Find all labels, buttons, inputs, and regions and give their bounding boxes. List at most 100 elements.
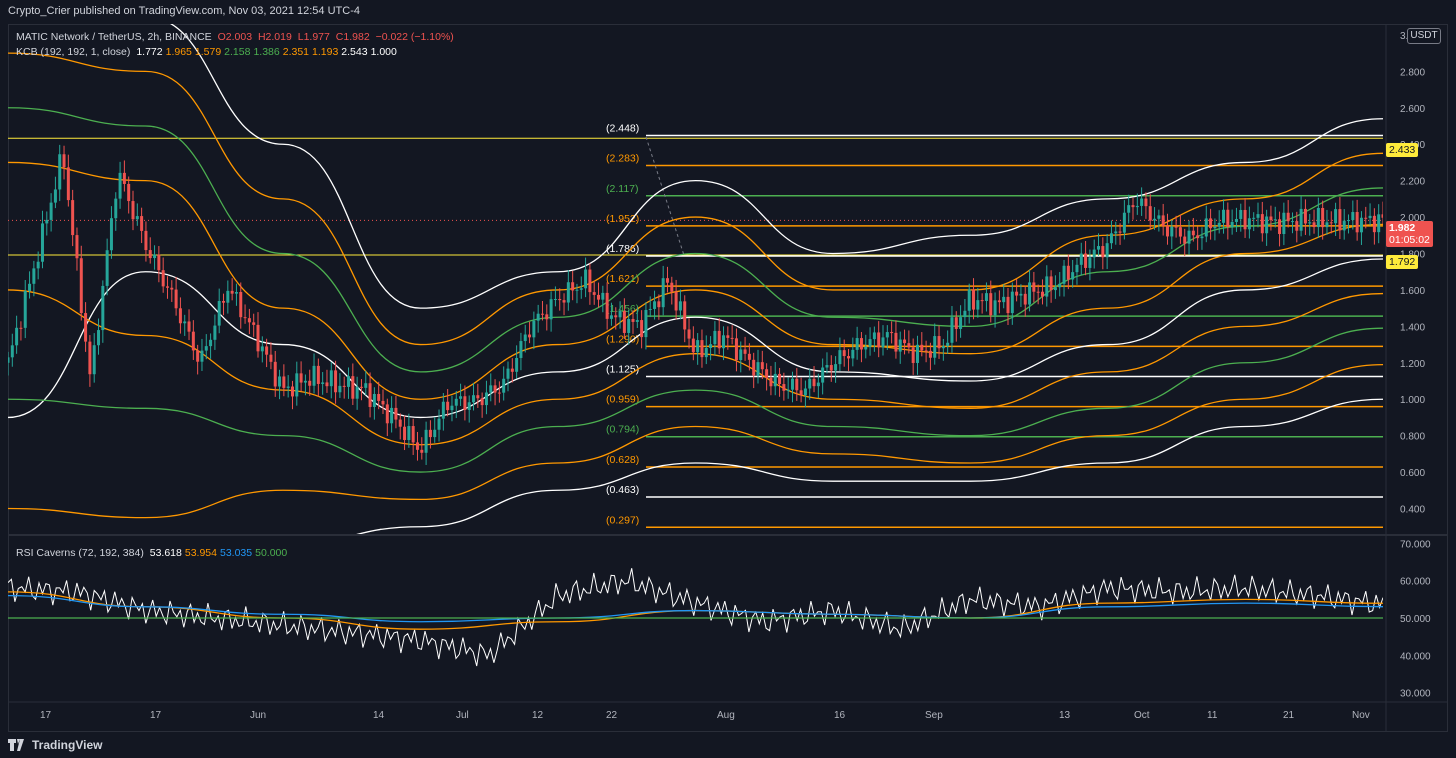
candle-body	[286, 386, 290, 388]
rsi-tick-label: 30.000	[1400, 689, 1431, 700]
candle-body	[273, 361, 277, 387]
candle-body	[933, 336, 937, 358]
rsi-value-1: 53.954	[184, 547, 217, 559]
candle-body	[532, 320, 536, 338]
candle-body	[959, 317, 963, 329]
candle-body	[230, 290, 234, 294]
candle-body	[519, 341, 523, 358]
candle-body	[58, 154, 62, 190]
candles-group	[8, 144, 1383, 465]
candle-body	[1109, 233, 1113, 244]
candle-body	[1196, 235, 1200, 239]
candle-body	[1170, 226, 1174, 237]
kcb-band	[8, 107, 1383, 373]
candle-body	[769, 377, 773, 387]
candle-body	[101, 285, 105, 331]
kcb-value-5: 2.351	[282, 46, 310, 58]
candle-body	[1002, 296, 1006, 303]
candle-body	[174, 289, 178, 309]
candle-body	[209, 339, 213, 347]
candle-body	[1308, 222, 1312, 224]
fib-level-label: (1.786)	[606, 243, 639, 255]
candle-body	[924, 350, 928, 352]
price-tick-label: 0.400	[1400, 505, 1425, 516]
candle-body	[648, 308, 652, 310]
candle-body	[1157, 215, 1161, 219]
candle-body	[760, 362, 764, 370]
candle-body	[1299, 208, 1303, 231]
candle-body	[997, 300, 1001, 303]
candle-body	[1023, 293, 1027, 305]
candle-body	[454, 398, 458, 406]
kcb-value-1: 1.965	[165, 46, 192, 58]
candle-body	[592, 292, 596, 295]
candle-body	[545, 314, 549, 320]
candle-body	[1217, 222, 1221, 227]
candle-body	[338, 385, 342, 393]
candle-body	[726, 335, 730, 338]
candle-body	[239, 292, 243, 318]
candle-body	[812, 378, 816, 387]
candle-body	[1010, 291, 1014, 314]
rsi-legend: RSI Caverns (72, 192, 384) 53.618 53.954 5…	[16, 547, 293, 559]
candle-body	[446, 401, 450, 411]
fib-level-label: (2.283)	[606, 153, 639, 165]
candle-body	[829, 365, 833, 371]
candle-body	[950, 317, 954, 343]
rsi-series-line	[8, 568, 1383, 667]
time-tick-label: 16	[834, 710, 846, 721]
candle-body	[890, 332, 894, 334]
tradingview-logo[interactable]: TradingView	[8, 738, 102, 752]
candle-body	[972, 289, 976, 310]
rsi-tick-label: 40.000	[1400, 651, 1431, 662]
candle-body	[1316, 207, 1320, 228]
price-tick-label: 1.200	[1400, 359, 1425, 370]
candle-body	[881, 337, 885, 348]
candle-body	[217, 301, 221, 326]
candle-body	[247, 318, 251, 323]
chart-canvas[interactable]: 3.0002.8002.6002.4002.2002.0001.8001.600…	[8, 24, 1448, 732]
candle-body	[661, 278, 665, 308]
candle-body	[665, 278, 669, 283]
candle-body	[299, 373, 303, 383]
candle-body	[1187, 230, 1191, 244]
candle-body	[704, 347, 708, 358]
kcb-band	[8, 161, 1383, 400]
candle-body	[1364, 217, 1368, 219]
candle-body	[894, 332, 898, 352]
candle-body	[1105, 243, 1109, 258]
candle-body	[1058, 283, 1062, 288]
fib-level-label: (1.952)	[606, 213, 639, 225]
candle-body	[140, 216, 144, 231]
candle-body	[1053, 287, 1057, 291]
rsi-name: RSI Caverns (72, 192, 384)	[16, 547, 144, 559]
candle-body	[1122, 212, 1126, 233]
candle-body	[1036, 291, 1040, 293]
time-tick-label: Jun	[250, 710, 266, 721]
candle-body	[334, 370, 338, 393]
candle-body	[842, 350, 846, 357]
candle-body	[252, 322, 256, 325]
candle-body	[502, 378, 506, 393]
candle-body	[1019, 293, 1023, 296]
fib-level-label: (0.959)	[606, 394, 639, 406]
candle-body	[88, 341, 92, 375]
candle-body	[1372, 215, 1376, 233]
candle-body	[493, 385, 497, 393]
candle-body	[1209, 218, 1213, 229]
candle-body	[105, 250, 109, 286]
candle-body	[946, 342, 950, 347]
candle-body	[1247, 218, 1251, 230]
candle-body	[1071, 272, 1075, 280]
candle-body	[1222, 209, 1226, 223]
currency-badge[interactable]: USDT	[1407, 28, 1441, 44]
time-tick-label: 13	[1059, 710, 1071, 721]
candle-body	[1312, 222, 1316, 228]
candle-body	[1161, 215, 1165, 226]
candle-body	[1342, 220, 1346, 231]
candle-body	[1040, 291, 1044, 297]
candle-body	[1265, 216, 1269, 234]
candle-body	[403, 426, 407, 441]
candle-body	[1329, 222, 1333, 224]
candle-body	[778, 373, 782, 385]
